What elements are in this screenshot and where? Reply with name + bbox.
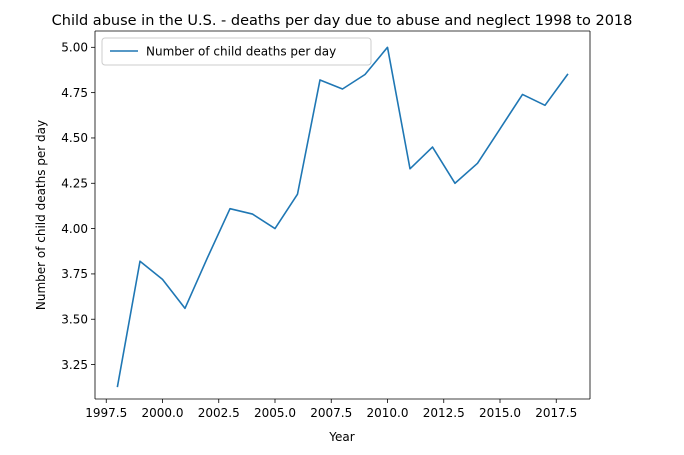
x-tick-label: 2017.5 (535, 406, 577, 420)
legend-label: Number of child deaths per day (146, 45, 336, 59)
legend: Number of child deaths per day (101, 37, 372, 66)
y-tick-label: 3.75 (61, 267, 88, 281)
x-tick-label: 2012.5 (423, 406, 465, 420)
y-tick-label: 5.00 (61, 41, 88, 55)
x-axis-title: Year (328, 430, 354, 444)
y-tick-label: 3.25 (61, 358, 88, 372)
y-tick-label: 4.75 (61, 86, 88, 100)
series-layer (116, 46, 569, 388)
y-tick-label: 3.50 (61, 312, 88, 326)
x-axis-ticks: 1997.5 2000.0 2002.5 2005.0 2007.5 2010.0 2012… (85, 399, 577, 420)
y-axis-ticks: 3.25 3.50 3.75 4.00 4.25 4.50 4.75 5.00 (61, 41, 95, 372)
x-tick-label: 1997.5 (85, 406, 127, 420)
plot-area (95, 31, 590, 399)
x-tick-label: 2010.0 (367, 406, 409, 420)
y-tick-label: 4.50 (61, 131, 88, 145)
y-tick-label: 4.25 (61, 176, 88, 190)
x-tick-label: 2015.0 (479, 406, 521, 420)
x-tick-label: 2007.5 (310, 406, 352, 420)
chart-title: Child abuse in the U.S. - deaths per day… (52, 13, 633, 29)
x-tick-label: 2002.5 (198, 406, 240, 420)
legend-box (101, 37, 372, 66)
y-tick-label: 4.00 (61, 222, 88, 236)
x-tick-label: 2005.0 (254, 406, 296, 420)
x-tick-label: 2000.0 (142, 406, 184, 420)
axes-layer (94, 30, 591, 400)
y-axis-title: Number of child deaths per day (34, 120, 48, 310)
